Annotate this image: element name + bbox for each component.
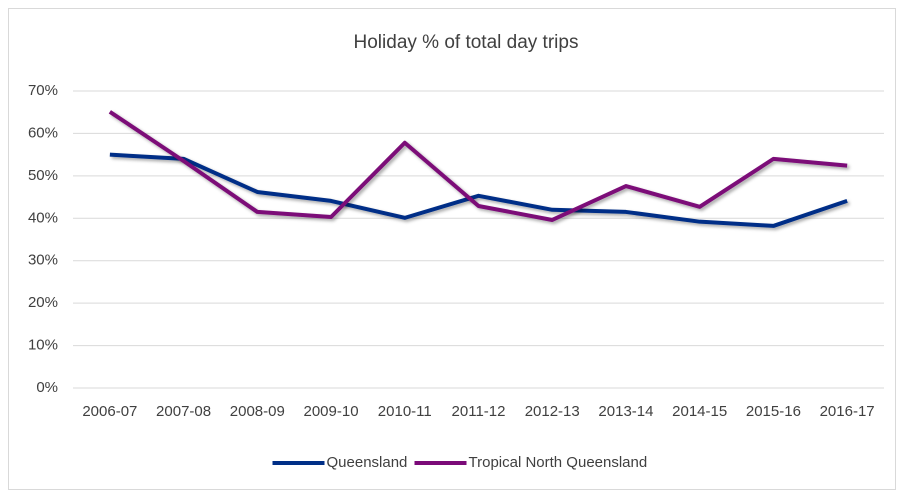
x-tick-label: 2013-14 — [598, 403, 653, 420]
x-tick-label: 2006-07 — [82, 403, 137, 420]
x-tick-label: 2009-10 — [304, 403, 359, 420]
series-line — [109, 152, 848, 228]
x-tick-label: 2011-12 — [452, 403, 506, 420]
x-tick-label: 2007-08 — [156, 403, 211, 420]
x-tick-label: 2016-17 — [820, 403, 875, 420]
y-tick-label: 70% — [28, 82, 58, 99]
chart-title: Holiday % of total day trips — [354, 32, 579, 53]
x-tick-label: 2008-09 — [230, 403, 285, 420]
legend-label: Queensland — [327, 454, 408, 471]
y-tick-label: 20% — [28, 294, 58, 311]
x-tick-label: 2014-15 — [672, 403, 727, 420]
y-tick-label: 10% — [28, 337, 58, 354]
y-tick-label: 30% — [28, 252, 58, 269]
y-tick-label: 60% — [28, 124, 58, 141]
y-tick-label: 40% — [28, 209, 58, 226]
x-tick-label: 2012-13 — [525, 403, 580, 420]
legend-label: Tropical North Queensland — [469, 454, 648, 471]
chart-frame — [8, 8, 896, 490]
x-tick-label: 2015-16 — [746, 403, 801, 420]
y-tick-label: 50% — [28, 167, 58, 184]
series-line — [108, 110, 848, 222]
y-tick-label: 0% — [36, 379, 58, 396]
x-tick-label: 2010-11 — [378, 403, 432, 420]
